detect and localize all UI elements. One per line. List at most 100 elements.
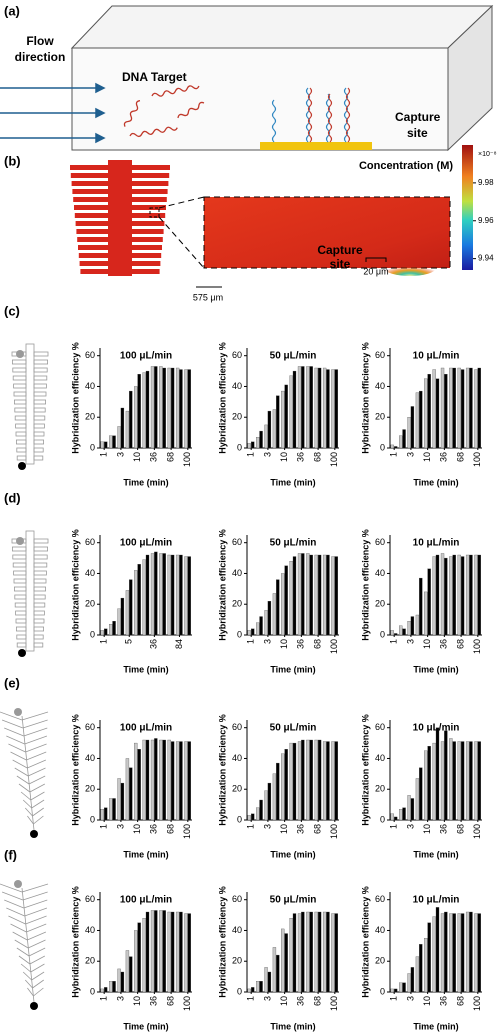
bar: [175, 367, 180, 449]
channel-arm: [12, 562, 27, 568]
channel-icon: [0, 711, 49, 831]
y-tick-label: 20: [232, 599, 242, 609]
channel-arm: [21, 711, 49, 721]
bar: [410, 616, 415, 636]
channel-arm: [33, 634, 44, 640]
channel-stem: [21, 715, 35, 831]
bar: [435, 907, 440, 993]
x-tick-label: 1: [389, 996, 399, 1001]
bar: [301, 911, 305, 993]
channel-arm: [12, 759, 28, 769]
channel-arm: [25, 915, 47, 925]
bar: [297, 913, 302, 993]
bar: [284, 565, 288, 636]
bar: [449, 367, 453, 449]
bar: [175, 911, 180, 993]
bar: [109, 798, 113, 821]
channel-arm: [27, 987, 34, 997]
channel-arm: [29, 955, 46, 965]
x-axis-label: Time (min): [123, 477, 168, 487]
bar: [399, 809, 403, 821]
bar: [474, 913, 478, 993]
bar: [272, 947, 277, 993]
channel-arm: [33, 626, 45, 632]
bar: [407, 795, 411, 821]
bar: [137, 749, 141, 821]
x-tick-label: 10: [279, 996, 289, 1006]
bar: [109, 435, 113, 449]
bar: [292, 913, 297, 993]
chart-title: 10 μL/min: [413, 895, 460, 906]
y-tick-label: 40: [85, 925, 95, 935]
bar: [281, 390, 285, 449]
bar: [289, 561, 293, 636]
chart-title: 50 μL/min: [270, 723, 317, 734]
bar: [137, 922, 141, 993]
y-tick-label: 20: [375, 599, 385, 609]
capture-surface: [260, 142, 372, 150]
bar: [134, 930, 138, 993]
bar: [452, 367, 456, 449]
bar: [440, 367, 445, 449]
bar: [247, 443, 251, 449]
channel-arm: [13, 586, 27, 592]
bar: [465, 741, 470, 821]
channel-arm: [33, 594, 46, 600]
bar: [314, 554, 318, 636]
bar: [117, 968, 121, 993]
x-tick-label: 100: [472, 639, 482, 654]
bar: [465, 911, 470, 993]
channel-arm: [132, 253, 162, 258]
channel-arm: [132, 221, 165, 226]
chart-title: 100 μL/min: [120, 351, 172, 362]
bar: [162, 367, 166, 449]
bar: [334, 369, 338, 449]
channel-stem: [21, 887, 35, 1003]
channel-arm: [33, 367, 48, 373]
bar: [410, 406, 415, 449]
bar: [125, 950, 130, 993]
bar: [264, 424, 268, 449]
channel-arm: [14, 415, 27, 421]
bar: [449, 556, 453, 636]
channel-arm: [132, 229, 164, 234]
bar: [167, 367, 171, 449]
channel-arm: [15, 626, 27, 632]
x-tick-label: 100: [329, 996, 339, 1011]
channel-arm: [24, 907, 48, 917]
bar: [394, 446, 398, 449]
panel-label: (f): [4, 847, 17, 862]
bar: [150, 366, 155, 449]
y-tick-label: 60: [375, 537, 385, 547]
y-tick-label: 40: [375, 568, 385, 578]
bar: [267, 971, 272, 993]
channel-arm: [18, 955, 31, 965]
bar: [309, 366, 313, 449]
bar: [415, 778, 420, 821]
bar: [272, 593, 277, 636]
bar: [112, 798, 116, 821]
bar: [129, 579, 133, 636]
bar: [444, 911, 448, 993]
bar: [167, 911, 171, 993]
y-tick-label: 40: [232, 753, 242, 763]
y-axis-label: Hybridization efficiency %: [217, 529, 227, 641]
bar: [109, 981, 113, 993]
channel-arm: [74, 205, 108, 210]
y-tick-label: 60: [375, 722, 385, 732]
bar: [259, 430, 263, 449]
y-tick-label: 0: [90, 814, 95, 824]
y-tick-label: 0: [380, 442, 385, 452]
channel-arm: [4, 899, 24, 909]
bar: [314, 911, 318, 993]
x-tick-label: 10: [279, 452, 289, 462]
depletion-zone: [384, 260, 436, 276]
x-tick-label: 36: [439, 639, 449, 649]
bar: [125, 410, 130, 449]
bar: [264, 610, 268, 636]
channel-arm: [78, 253, 108, 258]
bar: [129, 390, 133, 449]
bar: [145, 370, 150, 449]
channel-arm: [1, 719, 24, 729]
chart-title: 50 μL/min: [270, 895, 317, 906]
